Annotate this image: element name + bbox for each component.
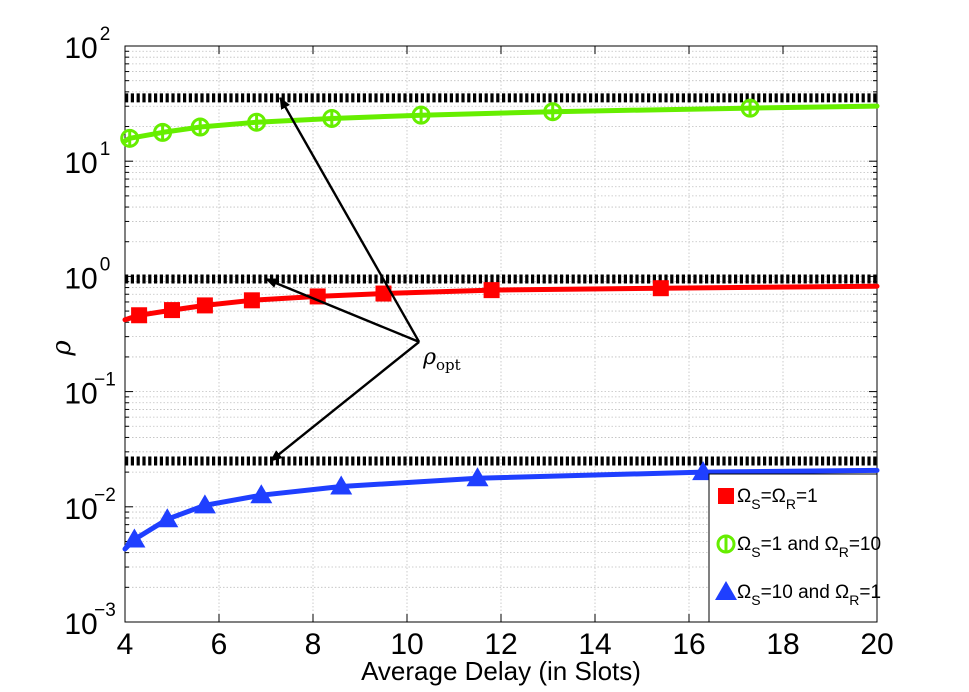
data-point xyxy=(123,528,146,548)
y-tick-exponent: 1 xyxy=(100,139,111,160)
y-tick-exponent: 2 xyxy=(100,24,111,45)
legend-subscript: S xyxy=(751,544,760,560)
x-tick-label: 12 xyxy=(484,628,517,661)
x-tick-label: 4 xyxy=(117,628,134,661)
legend-subscript: S xyxy=(751,592,760,608)
data-point xyxy=(483,282,500,299)
data-point xyxy=(652,280,669,297)
optimum-lines xyxy=(125,93,877,466)
legend-text-part: =1 and Ω xyxy=(761,534,839,555)
data-point xyxy=(243,292,260,309)
legend-entry: ΩS=10 and ΩR=1 xyxy=(737,582,881,608)
data-point xyxy=(156,508,179,528)
legend-text-part: =10 xyxy=(849,534,881,555)
y-tick-label: 10 xyxy=(64,378,97,411)
legend-text-part: =Ω xyxy=(761,486,786,507)
data-point xyxy=(196,297,213,314)
annotation-arrow xyxy=(269,340,420,462)
data-point xyxy=(250,484,273,504)
y-tick-label: 10 xyxy=(64,262,97,295)
annotation-arrow xyxy=(265,277,420,344)
legend-subscript: R xyxy=(786,496,796,512)
data-point xyxy=(330,475,353,495)
y-tick-exponent: −1 xyxy=(94,370,116,391)
annotation-sub: opt xyxy=(436,356,461,374)
x-tick-label: 20 xyxy=(860,628,893,661)
legend-text-part: Ω xyxy=(737,534,751,555)
legend-text-part: Ω xyxy=(737,486,751,507)
data-point xyxy=(466,467,489,487)
y-tick-label: 10 xyxy=(64,147,97,180)
x-tick-label: 10 xyxy=(390,628,423,661)
x-tick-label: 6 xyxy=(211,628,228,661)
data-point xyxy=(309,288,326,305)
x-tick-label: 8 xyxy=(305,628,322,661)
x-tick-label: 18 xyxy=(766,628,799,661)
y-tick-label: 10 xyxy=(64,608,97,641)
legend-marker xyxy=(718,488,734,504)
legend-subscript: S xyxy=(751,496,760,512)
legend-text-part: =10 and Ω xyxy=(761,582,850,603)
series-line xyxy=(122,283,880,323)
y-tick-label: 10 xyxy=(64,493,97,526)
legend-subscript: R xyxy=(849,592,859,608)
y-tick-label: 10 xyxy=(64,32,97,65)
x-axis-title: Average Delay (in Slots) xyxy=(361,656,641,686)
x-tick-label: 14 xyxy=(578,628,611,661)
legend-subscript: R xyxy=(839,544,849,560)
y-tick-exponent: −2 xyxy=(94,485,116,506)
annotation-arrow xyxy=(279,96,421,343)
legend-marker xyxy=(715,581,737,600)
data-point xyxy=(193,494,216,514)
y-tick-exponent: −3 xyxy=(94,600,116,621)
data-point xyxy=(375,285,392,302)
y-axis-title: ρ xyxy=(47,340,77,357)
x-tick-label: 16 xyxy=(672,628,705,661)
legend-entry: ΩS=1 and ΩR=10 xyxy=(737,534,881,560)
legend-text-part: =1 xyxy=(859,582,881,603)
legend-entry: ΩS=ΩR=1 xyxy=(737,486,818,512)
y-tick-exponent: 0 xyxy=(100,254,111,275)
data-point xyxy=(164,302,180,319)
legend-text-part: =1 xyxy=(796,486,818,507)
annotation-label: ρopt xyxy=(422,345,461,374)
data-point xyxy=(131,307,148,324)
legend-text-part: Ω xyxy=(737,582,751,603)
legend-box xyxy=(708,473,878,623)
